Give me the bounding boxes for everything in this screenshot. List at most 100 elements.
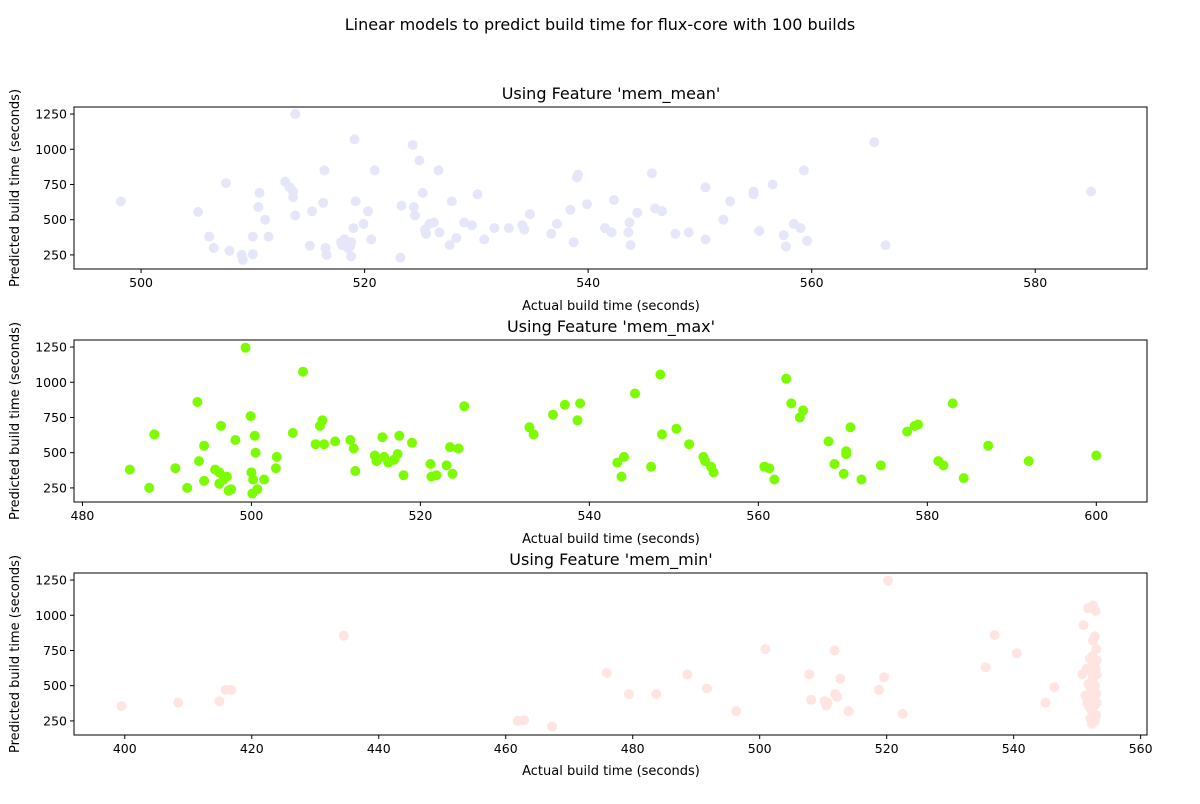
- data-point: [226, 484, 237, 495]
- data-point: [124, 464, 135, 475]
- data-point: [247, 231, 258, 242]
- data-point: [582, 199, 592, 210]
- data-point: [394, 430, 405, 441]
- data-point: [1089, 680, 1100, 691]
- data-point: [350, 196, 361, 207]
- data-point: [619, 451, 629, 462]
- x-tick-label: 540: [577, 508, 601, 523]
- data-point: [612, 457, 623, 468]
- data-point: [754, 226, 765, 236]
- data-point: [913, 419, 923, 430]
- data-point: [632, 207, 643, 218]
- data-point: [290, 109, 301, 119]
- data-point: [897, 708, 908, 719]
- data-point: [802, 235, 813, 246]
- data-point: [1090, 606, 1101, 616]
- data-point: [245, 411, 256, 422]
- data-point: [657, 429, 667, 440]
- data-point: [263, 231, 274, 242]
- y-axis-label: Predicted build time (seconds): [8, 89, 23, 287]
- data-point: [453, 443, 464, 454]
- data-point: [1040, 697, 1051, 708]
- scatter-series: [124, 342, 1102, 499]
- data-point: [377, 432, 388, 443]
- data-point: [671, 423, 682, 434]
- data-point: [319, 439, 330, 450]
- data-point: [767, 179, 778, 190]
- data-point: [409, 210, 420, 221]
- data-point: [253, 202, 264, 212]
- data-point: [348, 223, 359, 234]
- data-point: [1091, 710, 1102, 721]
- y-tick-label: 250: [43, 247, 67, 262]
- data-point: [646, 168, 657, 179]
- data-point: [144, 482, 155, 493]
- subplot-title: Using Feature 'mem_min': [509, 550, 712, 570]
- data-point: [804, 669, 815, 680]
- data-point: [287, 428, 298, 438]
- data-point: [568, 237, 579, 248]
- scatter-series: [116, 575, 1102, 732]
- y-tick-label: 750: [43, 643, 67, 658]
- data-point: [270, 463, 281, 474]
- data-point: [425, 459, 436, 469]
- data-point: [224, 245, 235, 256]
- data-point: [786, 398, 797, 409]
- data-point: [317, 415, 328, 426]
- data-point: [318, 197, 329, 208]
- data-point: [700, 182, 711, 193]
- data-point: [310, 439, 321, 450]
- y-tick-label: 250: [43, 713, 67, 728]
- data-point: [115, 196, 126, 207]
- data-point: [1091, 644, 1102, 655]
- data-point: [798, 405, 809, 416]
- data-point: [572, 415, 583, 426]
- data-point: [1091, 697, 1102, 708]
- plot-frame: [73, 572, 1148, 736]
- data-point: [346, 237, 357, 248]
- y-tick-label: 1000: [35, 608, 67, 623]
- data-point: [288, 192, 299, 203]
- data-point: [260, 214, 271, 225]
- data-point: [559, 399, 570, 410]
- data-point: [670, 228, 681, 239]
- data-point: [822, 697, 833, 708]
- data-point: [208, 242, 219, 253]
- data-point: [606, 227, 617, 238]
- x-tick-label: 560: [800, 275, 824, 290]
- y-tick-label: 500: [43, 445, 67, 460]
- data-point: [349, 134, 360, 145]
- data-point: [682, 669, 693, 680]
- x-tick-label: 440: [367, 741, 391, 756]
- data-point: [304, 240, 315, 251]
- y-tick-label: 500: [43, 678, 67, 693]
- data-point: [1091, 669, 1102, 680]
- plot-frame: [73, 339, 1148, 503]
- data-point: [433, 165, 444, 176]
- data-point: [519, 224, 530, 235]
- data-point: [683, 227, 694, 238]
- data-point: [408, 202, 419, 212]
- data-point: [407, 140, 418, 150]
- x-axis-label: Actual build time (seconds): [522, 764, 700, 779]
- data-point: [546, 228, 557, 239]
- data-point: [841, 446, 852, 457]
- data-point: [116, 701, 127, 712]
- data-point: [843, 706, 854, 717]
- data-point: [395, 252, 406, 263]
- x-axis-label: Actual build time (seconds): [522, 299, 700, 314]
- data-point: [447, 468, 458, 479]
- data-point: [700, 234, 711, 245]
- data-point: [252, 484, 263, 495]
- data-point: [472, 189, 483, 200]
- data-point: [880, 240, 891, 251]
- data-point: [565, 204, 576, 215]
- subplot-title: Using Feature 'mem_mean': [502, 84, 721, 104]
- data-point: [192, 397, 203, 407]
- data-point: [656, 206, 667, 217]
- data-point: [199, 475, 210, 486]
- data-point: [651, 689, 662, 700]
- data-point: [417, 187, 428, 198]
- x-tick-label: 560: [746, 508, 770, 523]
- y-tick-label: 500: [43, 212, 67, 227]
